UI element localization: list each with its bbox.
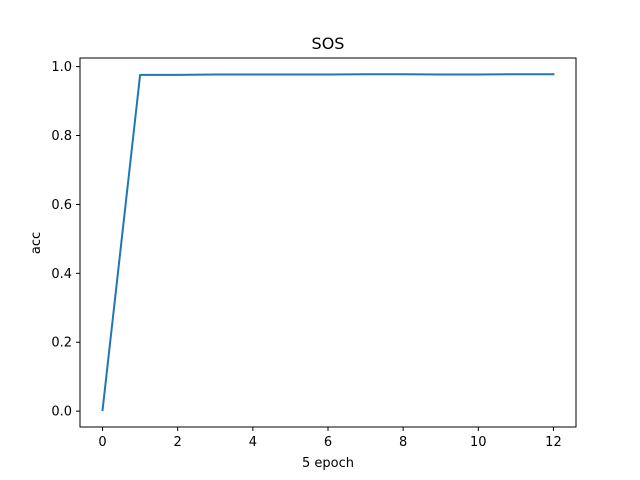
x-tick-label: 10 bbox=[470, 435, 487, 450]
y-tick-label: 0.2 bbox=[51, 336, 72, 351]
x-tick-label: 12 bbox=[545, 435, 562, 450]
x-tick-label: 0 bbox=[98, 435, 106, 450]
chart-title: SOS bbox=[312, 34, 345, 53]
x-tick-label: 4 bbox=[249, 435, 257, 450]
x-tick-label: 2 bbox=[174, 435, 182, 450]
series-layer bbox=[101, 73, 555, 412]
y-tick-label: 0.8 bbox=[51, 129, 72, 144]
x-axis-label: 5 epoch bbox=[302, 456, 354, 471]
x-tick-label: 8 bbox=[399, 435, 407, 450]
y-axis: 0.0 0.2 0.4 0.6 0.8 1.0 bbox=[51, 60, 80, 420]
x-axis: 0 2 4 6 8 10 12 bbox=[98, 427, 562, 450]
y-tick-label: 0.0 bbox=[51, 405, 72, 420]
x-tick-label: 6 bbox=[324, 435, 332, 450]
y-tick-label: 1.0 bbox=[51, 60, 72, 75]
y-tick-label: 0.6 bbox=[51, 198, 72, 213]
y-tick-label: 0.4 bbox=[51, 267, 72, 282]
y-axis-label: acc bbox=[29, 232, 44, 254]
series-line bbox=[101, 73, 555, 412]
